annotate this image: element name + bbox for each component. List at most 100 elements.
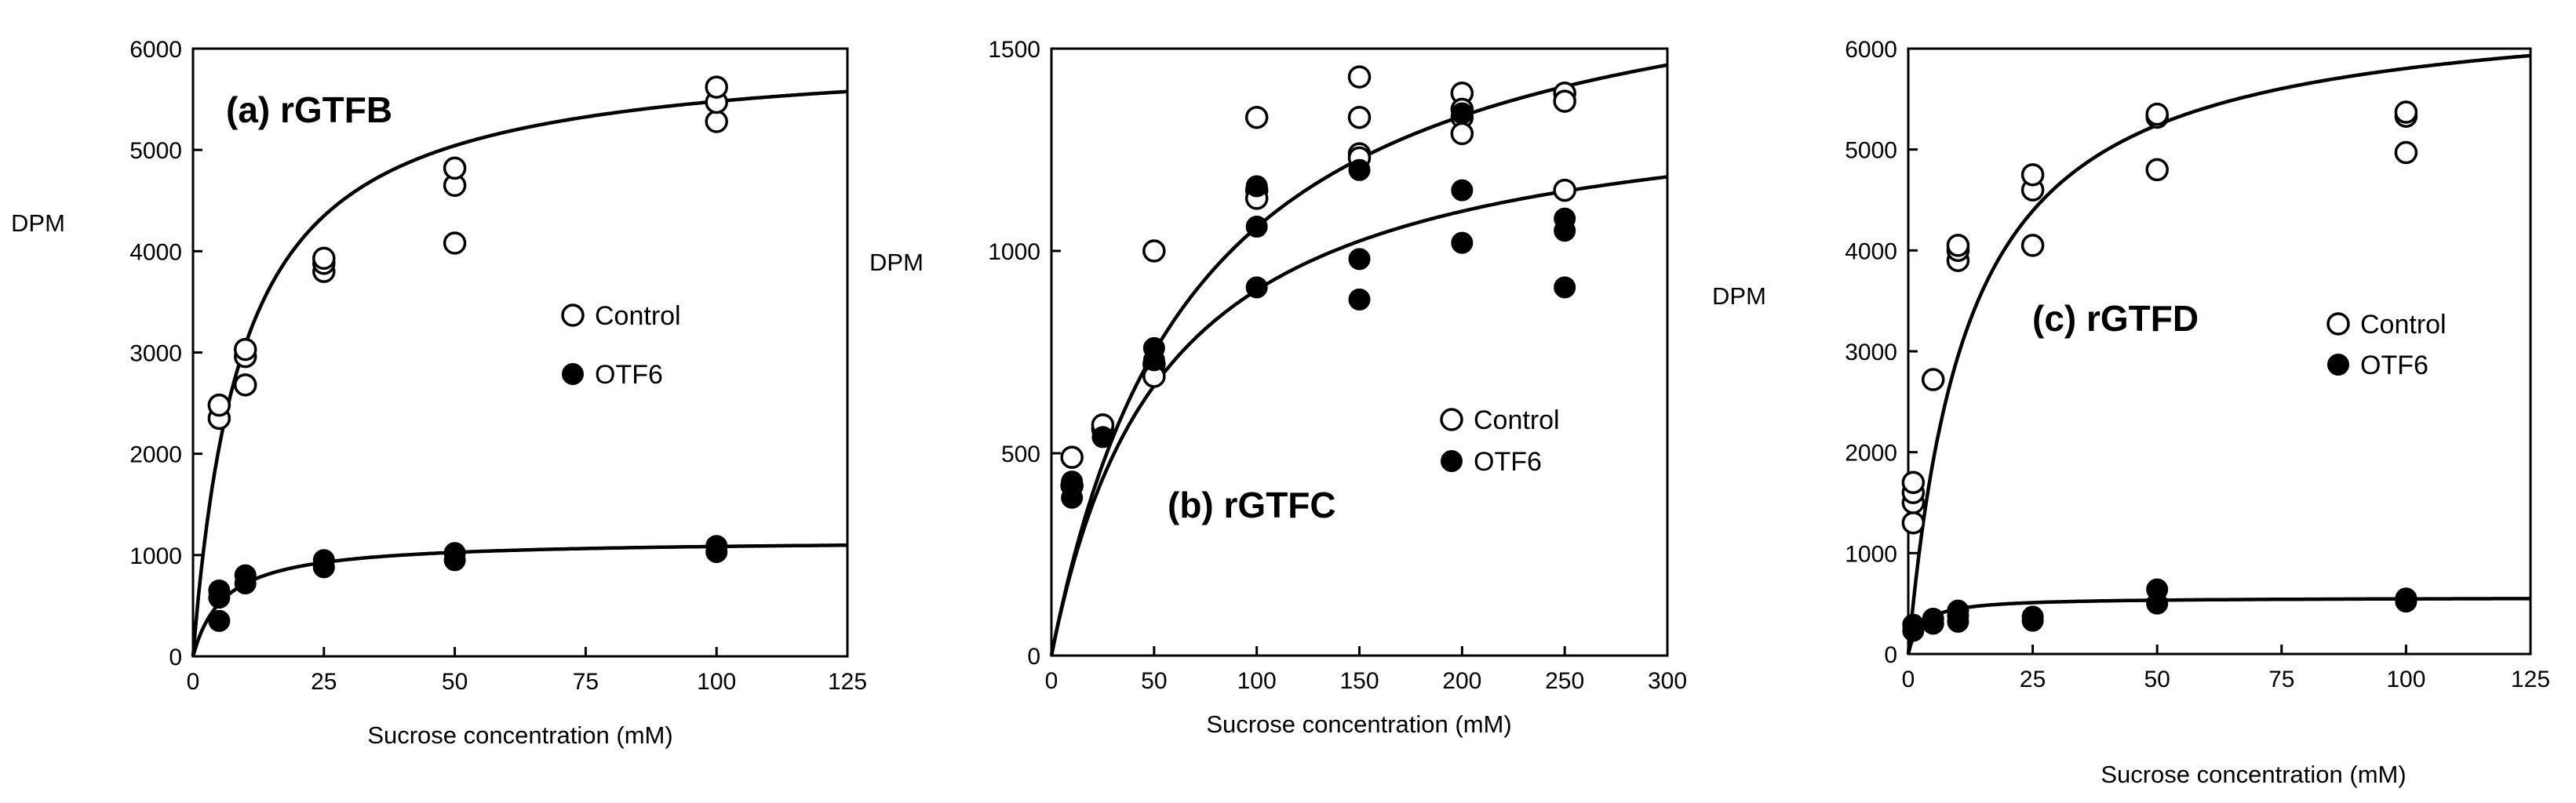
x-axis-label: Sucrose concentration (mM) xyxy=(1206,710,1511,738)
point-otf6 xyxy=(208,609,231,632)
point-otf6 xyxy=(312,549,335,572)
point-otf6 xyxy=(2021,605,2044,628)
y-tick-label: 0 xyxy=(1027,644,1040,670)
fit-curve-otf6 xyxy=(1906,597,2530,655)
y-tick-label: 500 xyxy=(1001,441,1040,467)
point-otf6 xyxy=(1922,607,1944,630)
point-control xyxy=(443,231,467,255)
point-control xyxy=(443,156,467,180)
x-tick-label: 300 xyxy=(1648,668,1687,694)
x-tick-label: 0 xyxy=(187,669,200,695)
point-otf6 xyxy=(1245,175,1268,198)
legend-otf6-marker xyxy=(1441,450,1463,472)
point-control xyxy=(1450,122,1474,146)
point-otf6 xyxy=(1554,276,1576,299)
legend-otf6-label: OTF6 xyxy=(2360,351,2428,380)
x-axis-label: Sucrose concentration (mM) xyxy=(367,721,672,749)
y-tick-label: 0 xyxy=(1884,642,1897,668)
point-otf6 xyxy=(1245,276,1268,299)
point-control xyxy=(1553,89,1576,113)
point-otf6 xyxy=(443,542,466,565)
y-axis-label: DPM xyxy=(869,249,924,276)
point-otf6 xyxy=(1902,613,1925,636)
point-otf6 xyxy=(1245,216,1268,238)
point-otf6 xyxy=(1348,158,1371,181)
plot-frame xyxy=(191,47,849,658)
x-tick-label: 50 xyxy=(2144,667,2170,692)
x-tick-label: 0 xyxy=(1902,667,1915,692)
plot-frame xyxy=(1907,47,2532,656)
x-tick-label: 250 xyxy=(1545,668,1584,694)
point-control xyxy=(233,337,257,362)
y-tick-label: 6000 xyxy=(129,37,182,63)
x-tick-label: 100 xyxy=(697,669,736,695)
point-otf6 xyxy=(2146,578,2169,601)
y-tick-label: 0 xyxy=(169,645,182,670)
y-axis-label: DPM xyxy=(1712,282,1766,310)
point-control xyxy=(705,75,728,99)
point-otf6 xyxy=(1451,231,1474,254)
x-tick-label: 75 xyxy=(2268,667,2294,692)
legend-otf6-marker xyxy=(2327,354,2349,376)
chart-panel-rgtfb: 0 25 50 75 100 125 0 1000 2000 3000 4000 5000 6000 (… xyxy=(11,37,867,749)
legend-otf6-label: OTF6 xyxy=(595,360,663,390)
legend: Control OTF6 xyxy=(1440,405,1560,477)
point-control xyxy=(207,393,231,417)
x-tick-label: 100 xyxy=(2386,667,2425,692)
point-control xyxy=(1244,105,1269,129)
legend-otf6-marker xyxy=(562,363,584,385)
point-otf6 xyxy=(1947,599,1969,622)
x-tick-label: 25 xyxy=(311,669,337,695)
legend-control-marker xyxy=(2326,312,2350,336)
point-control xyxy=(233,373,257,397)
point-otf6 xyxy=(1061,471,1084,493)
point-control xyxy=(1142,239,1166,263)
y-tick-label: 2000 xyxy=(129,442,182,468)
point-control xyxy=(312,246,336,271)
point-control xyxy=(1347,65,1372,89)
point-control xyxy=(1060,445,1084,469)
y-tick-label: 4000 xyxy=(129,239,182,265)
legend-control-label: Control xyxy=(1474,405,1560,435)
x-tick-label: 100 xyxy=(1237,668,1277,694)
point-control xyxy=(2020,163,2045,187)
x-tick-label: 150 xyxy=(1339,668,1379,694)
x-tick-label: 200 xyxy=(1442,668,1481,694)
point-otf6 xyxy=(208,580,231,602)
point-otf6 xyxy=(1451,102,1474,125)
point-control xyxy=(1553,178,1576,202)
point-control xyxy=(2145,102,2169,126)
y-axis-label: DPM xyxy=(11,209,65,237)
legend-control-marker xyxy=(561,303,585,327)
x-axis-label: Sucrose concentration (mM) xyxy=(2101,761,2406,788)
point-control xyxy=(1901,511,1926,535)
legend-control-label: Control xyxy=(595,301,681,331)
panel-title: (c) rGTFD xyxy=(2032,298,2199,339)
panel-title: (a) rGTFB xyxy=(226,89,392,130)
x-tick-label: 75 xyxy=(573,669,599,695)
point-control xyxy=(1901,471,1926,495)
legend: Control OTF6 xyxy=(561,301,681,390)
x-tick-label: 50 xyxy=(1141,668,1167,694)
x-tick-label: 125 xyxy=(2511,667,2550,692)
panel-title: (b) rGTFC xyxy=(1168,485,1336,525)
y-tick-label: 2000 xyxy=(1845,441,1897,467)
point-otf6 xyxy=(1348,248,1371,271)
fit-curve-control xyxy=(1906,53,2531,655)
point-otf6 xyxy=(705,535,728,558)
y-tick-label: 6000 xyxy=(1845,37,1897,63)
point-otf6 xyxy=(234,564,257,587)
point-otf6 xyxy=(1348,288,1371,311)
legend: Control OTF6 xyxy=(2326,310,2447,380)
point-control xyxy=(705,110,728,133)
point-control xyxy=(2145,158,2169,182)
legend-control-label: Control xyxy=(2360,310,2447,340)
x-tick-label: 125 xyxy=(828,669,867,695)
fit-curve-otf6 xyxy=(191,543,847,657)
y-tick-label: 1000 xyxy=(988,239,1040,265)
x-tick-label: 0 xyxy=(1045,668,1058,694)
point-control xyxy=(1921,368,1945,391)
point-otf6 xyxy=(2395,587,2418,610)
y-tick-label: 5000 xyxy=(129,138,182,164)
point-control xyxy=(2020,234,2045,257)
